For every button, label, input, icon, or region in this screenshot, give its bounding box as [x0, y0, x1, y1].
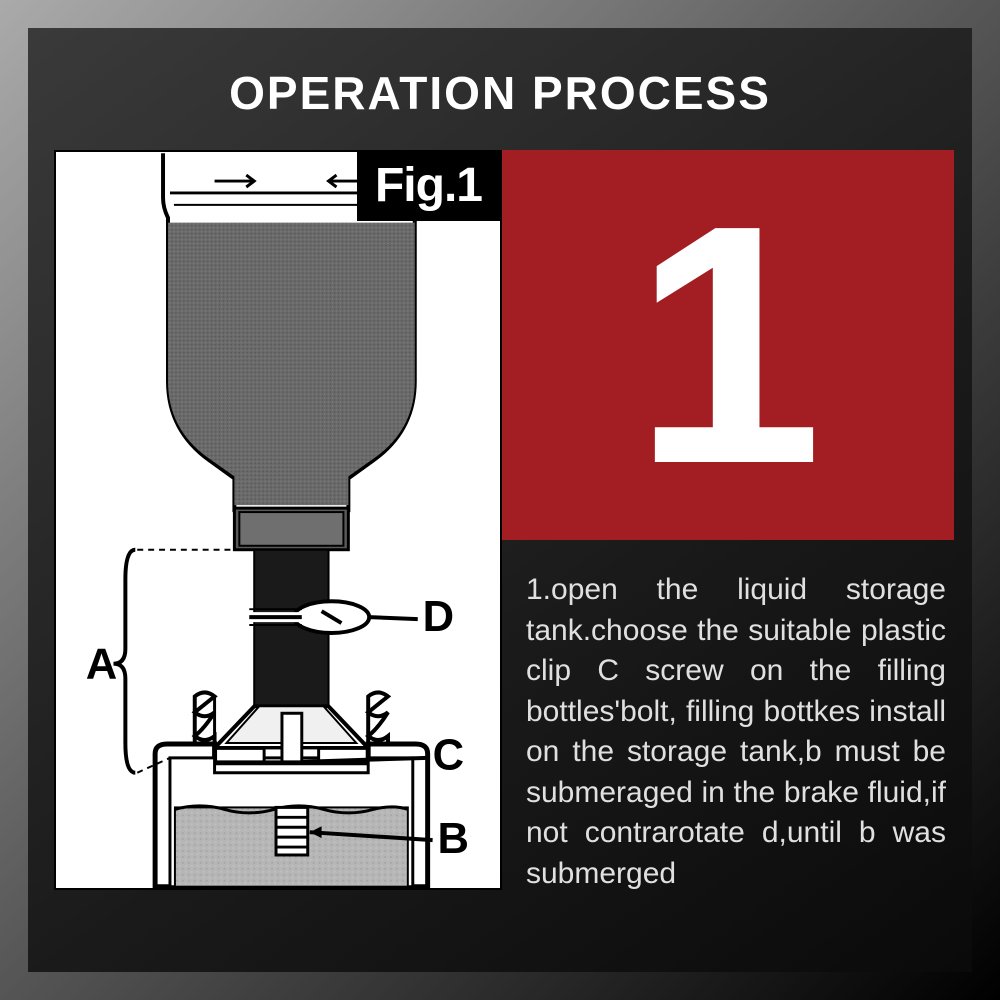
- content-frame: OPERATION PROCESS Fig.1: [28, 28, 972, 972]
- step-number: 1: [633, 175, 822, 515]
- diagram-panel: Fig.1: [54, 150, 502, 890]
- diagram-label-d: D: [423, 593, 454, 641]
- step-number-box: 1: [502, 150, 954, 540]
- figure-label: Fig.1: [357, 152, 500, 221]
- content-row: Fig.1: [28, 150, 972, 894]
- diagram-label-c: C: [433, 732, 464, 780]
- diagram-label-b: B: [438, 815, 469, 863]
- diagram-svg: A D C B: [56, 152, 500, 888]
- page-title: OPERATION PROCESS: [28, 28, 972, 150]
- diagram-label-a: A: [86, 641, 117, 689]
- step-instructions: 1.open the liquid storage tank.choose th…: [502, 540, 954, 894]
- right-column: 1 1.open the liquid storage tank.choose …: [502, 150, 972, 894]
